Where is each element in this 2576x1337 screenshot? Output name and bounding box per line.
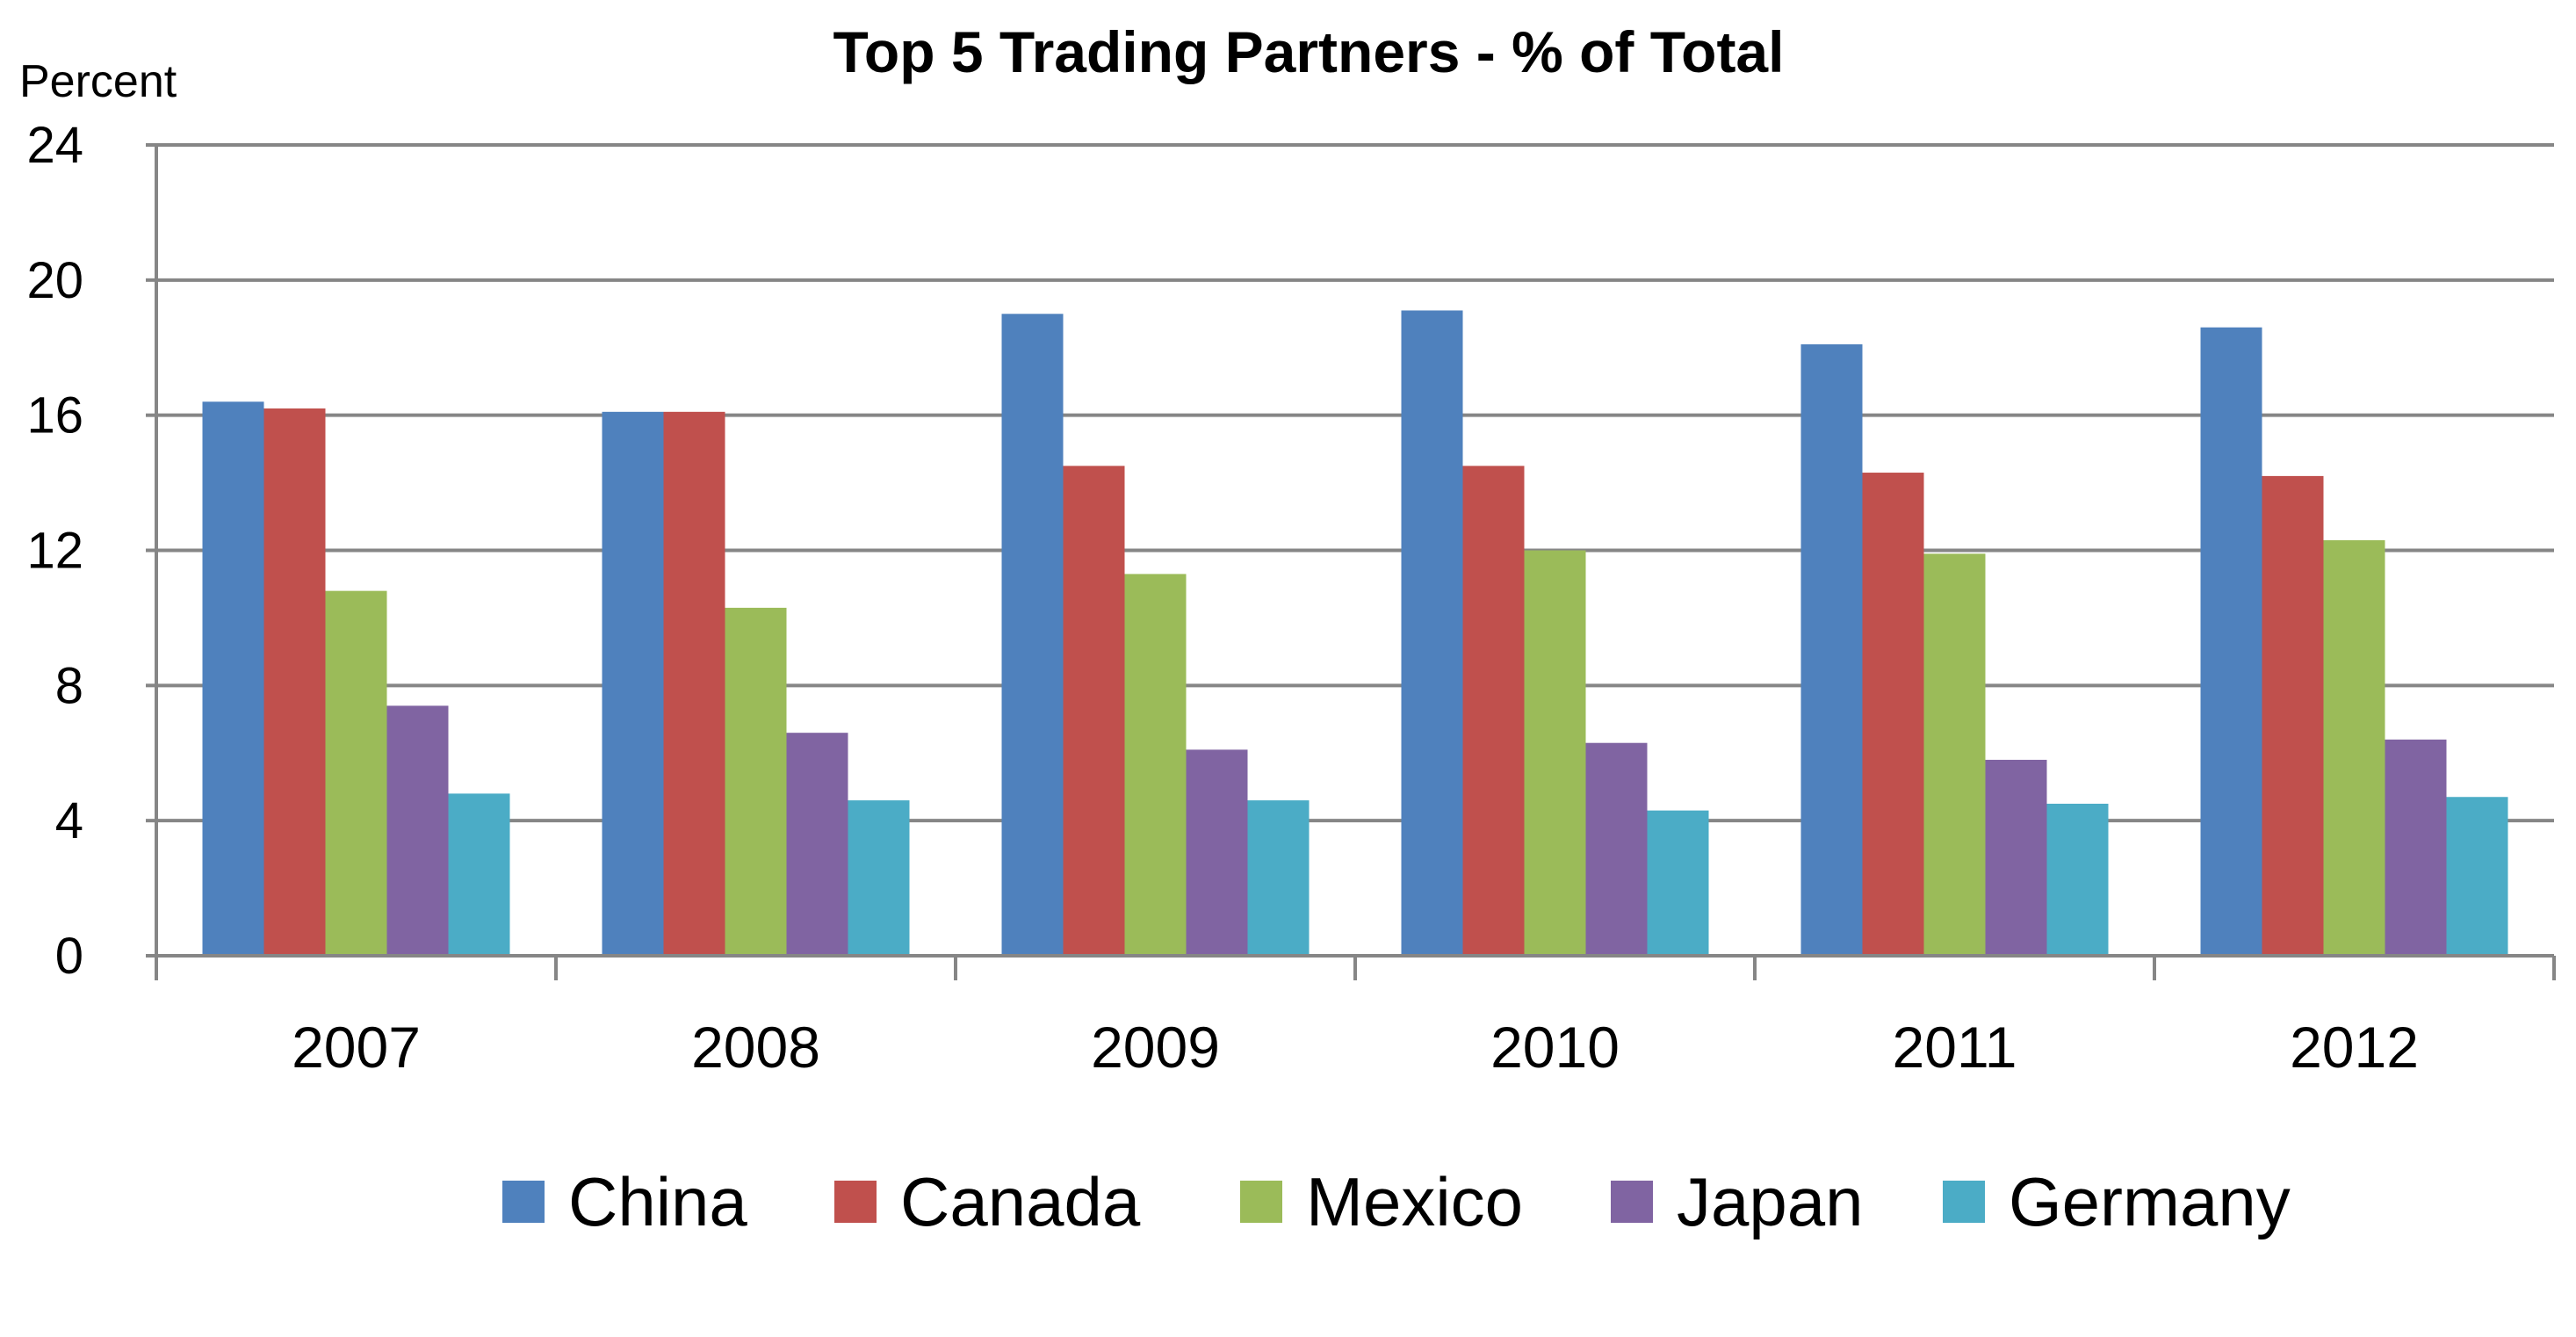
bar-germany-2009 — [1247, 800, 1310, 956]
y-axis-label: Percent — [19, 56, 177, 107]
bar-china-2010 — [1401, 310, 1463, 957]
bar-canada-2011 — [1862, 473, 1924, 956]
bar-canada-2009 — [1063, 466, 1125, 956]
chart-title: Top 5 Trading Partners - % of Total — [833, 19, 1785, 84]
bar-mexico-2007 — [325, 590, 387, 956]
legend-swatch-canada — [834, 1181, 877, 1223]
legend-label-japan: Japan — [1677, 1163, 1864, 1240]
x-tick-label: 2010 — [1490, 1015, 1620, 1080]
axes — [146, 143, 2556, 980]
legend-swatch-mexico — [1240, 1181, 1282, 1223]
bar-mexico-2010 — [1524, 550, 1586, 956]
bar-canada-2008 — [663, 411, 725, 957]
bar-germany-2007 — [448, 793, 510, 956]
x-tick-label: 2012 — [2290, 1015, 2419, 1080]
bar-china-2012 — [2200, 327, 2262, 956]
bar-japan-2010 — [1585, 742, 1648, 956]
y-tick-label: 16 — [26, 387, 83, 444]
bar-mexico-2012 — [2323, 539, 2385, 956]
bar-mexico-2011 — [1923, 553, 1986, 956]
legend-swatch-china — [502, 1181, 545, 1223]
legend-swatch-japan — [1611, 1181, 1653, 1223]
legend-label-china: China — [568, 1163, 747, 1240]
x-tick-label: 2007 — [292, 1015, 421, 1080]
legend-label-germany: Germany — [2009, 1163, 2291, 1240]
y-tick-labels: 0 4 8 12 16 20 24 — [26, 117, 83, 985]
y-tick-label: 20 — [26, 252, 83, 309]
y-tick-label: 0 — [55, 928, 83, 985]
bar-china-2008 — [602, 411, 664, 957]
y-tick-label: 24 — [26, 117, 83, 174]
legend: China Canada Mexico Japan Germany — [502, 1163, 2291, 1240]
x-tick-labels: 2007 2008 2009 2010 2011 2012 — [292, 1015, 2419, 1080]
gridlines — [156, 143, 2554, 823]
bar-china-2011 — [1800, 343, 1863, 956]
bar-germany-2010 — [1647, 810, 1709, 956]
bar-japan-2011 — [1985, 759, 2047, 956]
legend-label-canada: Canada — [900, 1163, 1141, 1240]
bar-japan-2008 — [786, 733, 848, 956]
bar-germany-2011 — [2046, 803, 2109, 956]
legend-swatch-germany — [1943, 1181, 1985, 1223]
bar-china-2009 — [1001, 314, 1064, 957]
x-tick-label: 2008 — [691, 1015, 820, 1080]
bar-canada-2010 — [1462, 466, 1525, 956]
bar-mexico-2009 — [1124, 574, 1187, 956]
bar-china-2007 — [202, 401, 264, 956]
bars — [202, 310, 2508, 957]
y-tick-label: 12 — [26, 523, 83, 580]
bar-mexico-2008 — [725, 607, 787, 956]
bar-germany-2008 — [848, 800, 910, 956]
x-tick-label: 2009 — [1091, 1015, 1220, 1080]
bar-germany-2012 — [2446, 797, 2508, 956]
bar-canada-2012 — [2262, 475, 2324, 956]
y-tick-label: 8 — [55, 657, 83, 714]
y-tick-label: 4 — [55, 792, 83, 849]
bar-japan-2012 — [2385, 739, 2447, 956]
bar-japan-2009 — [1186, 749, 1248, 956]
bar-japan-2007 — [386, 705, 449, 956]
legend-label-mexico: Mexico — [1306, 1163, 1523, 1240]
x-tick-label: 2011 — [1893, 1015, 2017, 1080]
bar-canada-2007 — [263, 408, 326, 957]
